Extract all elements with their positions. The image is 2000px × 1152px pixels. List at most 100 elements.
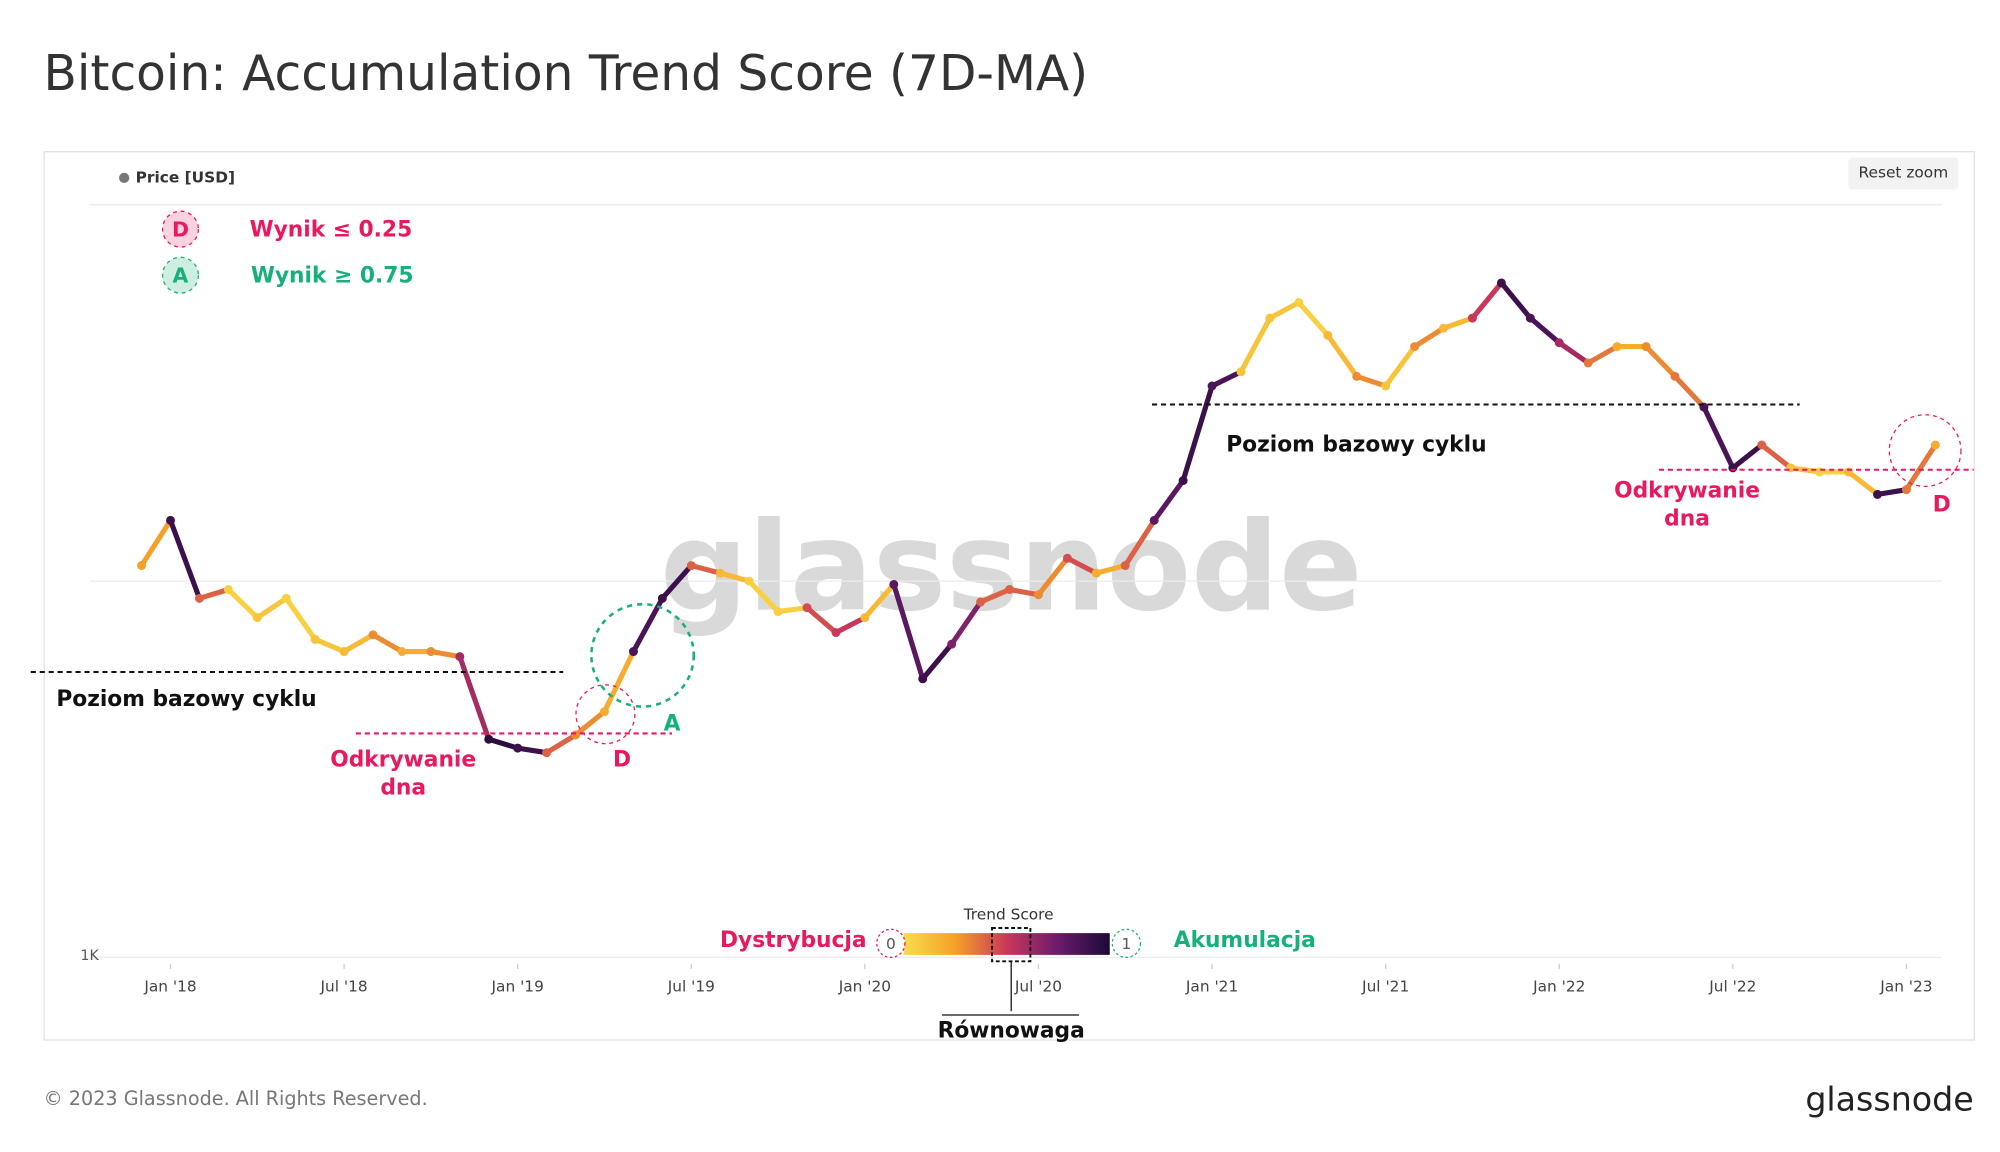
rule-text: Wynik ≥ 0.75 bbox=[251, 263, 414, 288]
line-segment bbox=[833, 615, 868, 636]
price-point bbox=[252, 613, 262, 623]
line-segment bbox=[515, 745, 550, 756]
annotation-letter: A bbox=[664, 711, 681, 736]
legend-marker bbox=[119, 172, 130, 184]
rule-badge bbox=[161, 210, 200, 248]
price-point bbox=[455, 652, 465, 662]
colorbar bbox=[903, 933, 1110, 955]
colorbar-title: Trend Score bbox=[963, 906, 1054, 924]
price-point bbox=[744, 576, 754, 586]
price-point bbox=[368, 630, 378, 640]
line-segment bbox=[167, 517, 202, 601]
x-tick-label: Jul '22 bbox=[1708, 977, 1756, 995]
line-segment bbox=[370, 632, 405, 655]
reset-zoom-label[interactable]: Reset zoom bbox=[1859, 163, 1949, 181]
line-segment bbox=[283, 595, 318, 642]
rule-letter: A bbox=[173, 263, 189, 287]
price-point bbox=[426, 647, 436, 657]
price-point bbox=[628, 647, 638, 657]
line-segment bbox=[139, 517, 174, 569]
price-point bbox=[137, 561, 147, 571]
price-point bbox=[600, 707, 609, 717]
colorbar-tick: 0 bbox=[886, 935, 896, 953]
price-point bbox=[513, 743, 523, 753]
line-segment bbox=[1730, 442, 1765, 471]
line-segment bbox=[1701, 404, 1736, 471]
price-point bbox=[1786, 463, 1796, 473]
x-tick-label: Jul '20 bbox=[1014, 977, 1062, 995]
line-segment bbox=[341, 632, 376, 655]
x-tick-label: Jul '18 bbox=[320, 977, 368, 995]
line-segment bbox=[1383, 344, 1418, 389]
price-point bbox=[397, 647, 407, 657]
line-segment bbox=[978, 586, 1013, 605]
line-segment bbox=[225, 586, 260, 621]
x-tick-label: Jan '23 bbox=[1879, 977, 1932, 995]
price-point bbox=[1641, 342, 1651, 352]
x-tick-label: Jan '20 bbox=[838, 977, 891, 995]
line-segment bbox=[1585, 344, 1620, 366]
price-point bbox=[1323, 330, 1333, 340]
annotation-text: Poziom bazowy cyklu bbox=[1226, 432, 1486, 457]
reset-zoom-button[interactable] bbox=[1848, 157, 1959, 190]
x-tick-label: Jan '18 bbox=[143, 977, 196, 995]
price-point bbox=[1728, 463, 1738, 473]
price-point bbox=[947, 639, 957, 649]
annotation-text: dna bbox=[380, 775, 426, 800]
chart-frame bbox=[43, 151, 1976, 1041]
price-point bbox=[1178, 476, 1188, 486]
price-point bbox=[1265, 313, 1275, 323]
legend-label[interactable]: Price [USD] bbox=[136, 168, 235, 186]
price-point bbox=[1091, 568, 1101, 578]
price-point bbox=[1381, 381, 1391, 391]
footer: © 2023 Glassnode. All Rights Reserved. bbox=[44, 1087, 428, 1110]
price-point bbox=[223, 585, 233, 594]
price-point bbox=[686, 561, 696, 571]
price-point bbox=[1612, 342, 1622, 352]
price-point bbox=[1062, 553, 1072, 563]
line-segment bbox=[1903, 442, 1938, 493]
price-point bbox=[1120, 561, 1130, 571]
price-point bbox=[310, 634, 320, 644]
annotation-text: Odkrywanie bbox=[1614, 479, 1760, 504]
line-segment bbox=[1122, 517, 1157, 569]
line-segment bbox=[891, 581, 926, 682]
line-segment bbox=[804, 605, 839, 636]
annotation-text: dna bbox=[1664, 507, 1710, 532]
line-segment bbox=[601, 648, 636, 715]
line-segment bbox=[862, 581, 897, 621]
price-point bbox=[1149, 515, 1159, 525]
annotation-text: Poziom bazowy cyklu bbox=[56, 687, 316, 712]
d-circle bbox=[575, 684, 636, 745]
line-segment bbox=[1672, 373, 1707, 410]
price-point bbox=[1207, 381, 1217, 391]
price-point bbox=[542, 748, 552, 758]
line-segment bbox=[572, 709, 608, 738]
line-segment bbox=[1759, 442, 1794, 471]
price-point bbox=[657, 593, 667, 603]
price-point bbox=[1467, 313, 1477, 323]
price-point bbox=[802, 603, 812, 613]
rule-letter: D bbox=[172, 217, 189, 241]
price-point bbox=[1670, 371, 1680, 381]
y-tick-label: 1K bbox=[80, 948, 99, 964]
colorbar-left-label: Dystrybucja bbox=[720, 928, 867, 953]
price-point bbox=[166, 515, 175, 525]
rule-badge bbox=[161, 256, 200, 294]
line-segment bbox=[428, 648, 463, 660]
price-point bbox=[571, 730, 581, 740]
line-segment bbox=[688, 562, 723, 576]
colorbar-badge bbox=[876, 928, 906, 959]
line-segment bbox=[659, 562, 694, 601]
line-segment bbox=[1296, 299, 1331, 338]
logo: glassnode bbox=[1805, 1079, 1973, 1118]
price-point bbox=[339, 647, 349, 657]
line-segment bbox=[949, 599, 984, 647]
colorbar-right-label: Akumulacja bbox=[1174, 928, 1316, 953]
line-segment bbox=[1209, 369, 1244, 389]
a-circle bbox=[590, 602, 696, 708]
line-segment bbox=[746, 578, 781, 615]
line-segment bbox=[1325, 332, 1360, 379]
line-segment bbox=[1556, 340, 1591, 366]
price-point bbox=[889, 579, 899, 589]
